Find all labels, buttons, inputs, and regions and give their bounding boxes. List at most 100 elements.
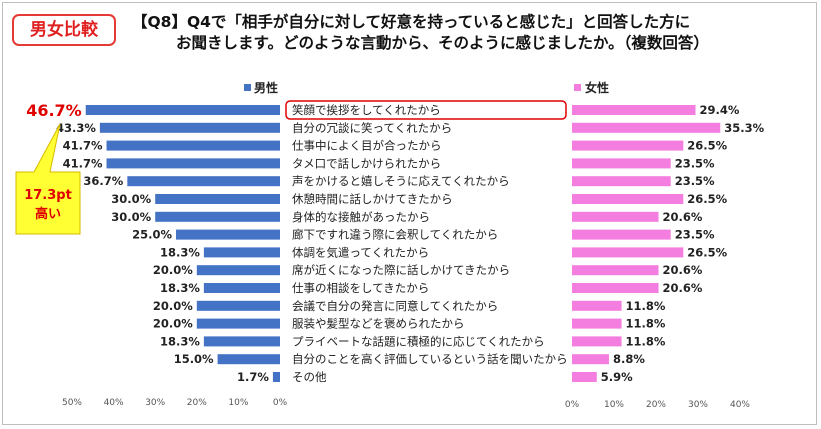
male-bar — [85, 105, 280, 115]
question-line-1: 【Q8】Q4で「相手が自分に対して好意を持っていると感じた」と回答した方に — [132, 13, 691, 31]
female-bar — [572, 300, 622, 311]
male-value-label: 1.7% — [237, 370, 269, 384]
male-axis-tick: 20% — [187, 398, 207, 408]
category-label: タメ口で話しかけられたから — [292, 156, 441, 170]
female-value-label: 26.5% — [687, 192, 727, 206]
female-value-label: 26.5% — [687, 245, 727, 259]
female-value-label: 20.6% — [663, 210, 703, 224]
female-value-label: 5.9% — [601, 370, 633, 384]
female-axis-tick: 20% — [646, 400, 666, 410]
category-label: 服装や髪型などを褒められたから — [292, 317, 465, 331]
female-value-label: 11.8% — [626, 299, 666, 313]
category-label: 会議で自分の発言に同意してくれたから — [292, 299, 498, 313]
legend-female: 女性 — [574, 80, 609, 95]
callout-line-1: 17.3pt — [24, 188, 72, 203]
male-value-label: 20.0% — [153, 263, 193, 277]
female-axis-tick: 10% — [604, 400, 624, 410]
female-axis-tick: 40% — [730, 400, 750, 410]
male-bar — [106, 140, 280, 151]
male-value-label: 25.0% — [132, 228, 172, 242]
female-bar — [572, 372, 597, 382]
female-bar — [572, 247, 684, 258]
male-value-label: 46.7% — [26, 101, 82, 120]
male-bar — [127, 176, 280, 187]
female-value-label: 35.3% — [724, 121, 764, 135]
female-bar — [572, 176, 671, 187]
callout-bubble — [15, 123, 81, 235]
category-label: 廊下ですれ違う際に会釈してくれたから — [292, 228, 498, 242]
female-value-label: 29.4% — [699, 103, 739, 117]
male-value-label: 20.0% — [153, 299, 193, 313]
difference-callout: 17.3pt 高い — [15, 123, 81, 235]
male-bar — [196, 300, 280, 311]
female-axis-tick: 0% — [565, 400, 580, 410]
female-bar — [572, 265, 659, 276]
category-label: 仕事の相談をしてきたから — [292, 281, 429, 295]
male-value-label: 41.7% — [63, 139, 103, 153]
female-bar — [572, 354, 609, 365]
female-value-label: 11.8% — [626, 317, 666, 331]
male-value-label: 18.3% — [160, 245, 200, 259]
female-value-label: 11.8% — [626, 334, 666, 348]
male-value-label: 41.7% — [63, 156, 103, 170]
male-value-label: 36.7% — [83, 174, 123, 188]
category-label: 仕事中によく目が合ったから — [292, 139, 442, 153]
legend-female-label: 女性 — [585, 80, 609, 95]
female-bar — [572, 105, 696, 115]
male-value-label: 15.0% — [174, 352, 214, 366]
male-value-label: 43.3% — [56, 121, 96, 135]
highlight-box — [285, 100, 567, 120]
male-axis-tick: 10% — [228, 398, 248, 408]
male-axis-tick: 40% — [104, 398, 124, 408]
female-bar — [572, 194, 684, 204]
category-label: 体調を気遣ってくれたから — [292, 245, 429, 259]
male-bar — [203, 336, 280, 347]
female-value-label: 8.8% — [613, 352, 645, 366]
category-label: 自分の冗談に笑ってくれたから — [292, 121, 452, 135]
legend-male-label: 男性 — [254, 80, 278, 95]
female-bar — [572, 318, 622, 329]
category-label: プライベートな話題に積極的に応じてくれたから — [292, 334, 545, 348]
male-bar — [217, 354, 280, 365]
male-axis-tick: 50% — [62, 398, 82, 408]
male-bar — [155, 194, 280, 204]
question-line-2: お聞きします。どのような言動から、そのように感じましたか。（複数回答） — [176, 34, 709, 52]
female-bar — [572, 122, 721, 133]
male-bar — [203, 247, 280, 258]
chart-frame — [2, 2, 817, 425]
male-bar — [196, 318, 280, 329]
male-bar — [155, 211, 280, 222]
male-axis-tick: 30% — [145, 398, 165, 408]
male-value-label: 30.0% — [111, 210, 151, 224]
female-axis-tick: 30% — [688, 400, 708, 410]
female-bar — [572, 229, 671, 240]
male-bar — [272, 372, 280, 382]
question-title: 【Q8】Q4で「相手が自分に対して好意を持っていると感じた」と回答した方に お聞… — [132, 12, 709, 54]
category-label: 笑顔で挨拶をしてくれたから — [292, 103, 441, 117]
callout-line-2: 高い — [35, 206, 61, 222]
male-bar — [106, 158, 280, 169]
male-bar — [203, 283, 280, 293]
category-label: 席が近くになった際に話しかけてきたから — [292, 263, 510, 277]
female-bar — [572, 140, 684, 151]
category-label: 自分のことを高く評価しているという話を聞いたから — [292, 352, 568, 366]
gender-comparison-badge: 男女比較 — [12, 14, 116, 46]
female-bar — [572, 283, 659, 293]
male-bar — [196, 265, 280, 276]
female-value-label: 23.5% — [675, 156, 715, 170]
category-label: 声をかけると嬉しそうに応えてくれたから — [292, 174, 510, 188]
male-bar — [99, 122, 280, 133]
female-value-label: 20.6% — [663, 281, 703, 295]
male-value-label: 20.0% — [153, 317, 193, 331]
female-value-label: 20.6% — [663, 263, 703, 277]
legend-male-swatch — [244, 84, 251, 91]
male-axis-tick: 0% — [273, 398, 288, 408]
female-value-label: 26.5% — [687, 139, 727, 153]
female-bar — [572, 336, 622, 347]
category-label: 身体的な接触があったから — [292, 210, 430, 224]
male-value-label: 18.3% — [160, 281, 200, 295]
female-bar — [572, 158, 671, 169]
legend-female-swatch — [574, 84, 581, 91]
category-label: 休憩時間に話しかけてきたから — [292, 192, 453, 206]
